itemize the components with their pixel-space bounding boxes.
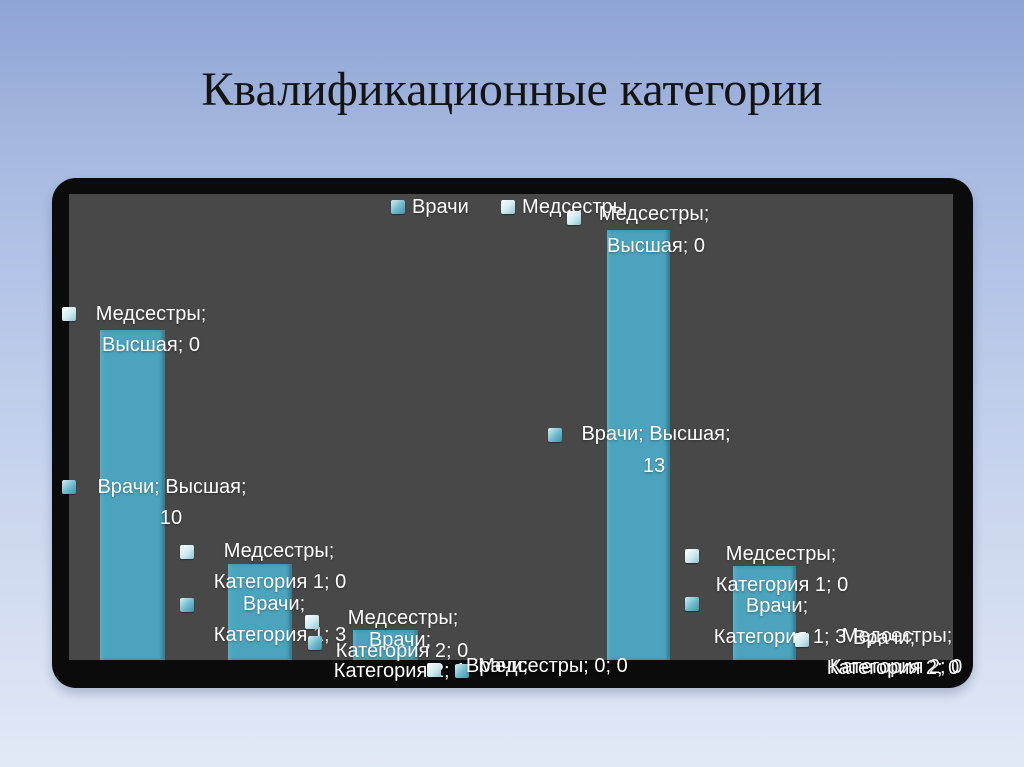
slide-title: Квалификационные категории: [201, 63, 823, 116]
plot-area: [69, 194, 953, 660]
chart-frame: [52, 178, 973, 688]
